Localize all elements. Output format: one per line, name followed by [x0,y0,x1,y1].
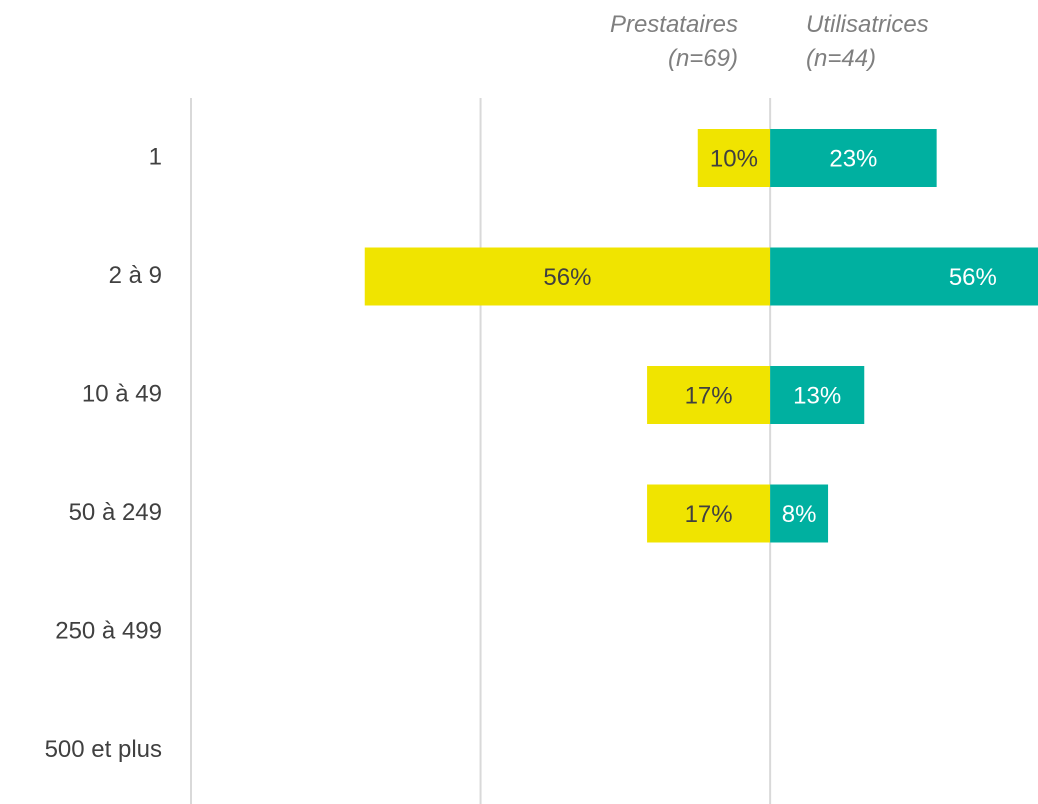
legend-left: Prestataires (n=69) [609,11,738,72]
bar [770,484,829,543]
y-tick-label: 1 [149,143,162,170]
data-label: 17% [685,382,733,409]
bar [770,247,1038,306]
bar [364,247,771,306]
y-tick-label: 10 à 49 [82,380,162,407]
data-label: 8% [782,501,817,528]
y-tick-label: 500 et plus [45,736,162,763]
legend-right: Utilisatrices (n=44) [806,11,929,72]
data-label: 13% [793,382,841,409]
data-label: 56% [543,264,591,291]
data-label: 56% [949,264,997,291]
data-label: 23% [829,145,877,172]
y-tick-label: 250 à 499 [55,617,162,644]
data-label: 17% [685,501,733,528]
bar [647,366,771,424]
bar [770,366,865,424]
y-tick-label: 50 à 249 [69,499,162,526]
data-label: 10% [710,145,758,172]
bar [770,129,937,187]
y-tick-label: 2 à 9 [109,262,162,289]
bar [647,484,771,543]
bar [697,129,771,187]
